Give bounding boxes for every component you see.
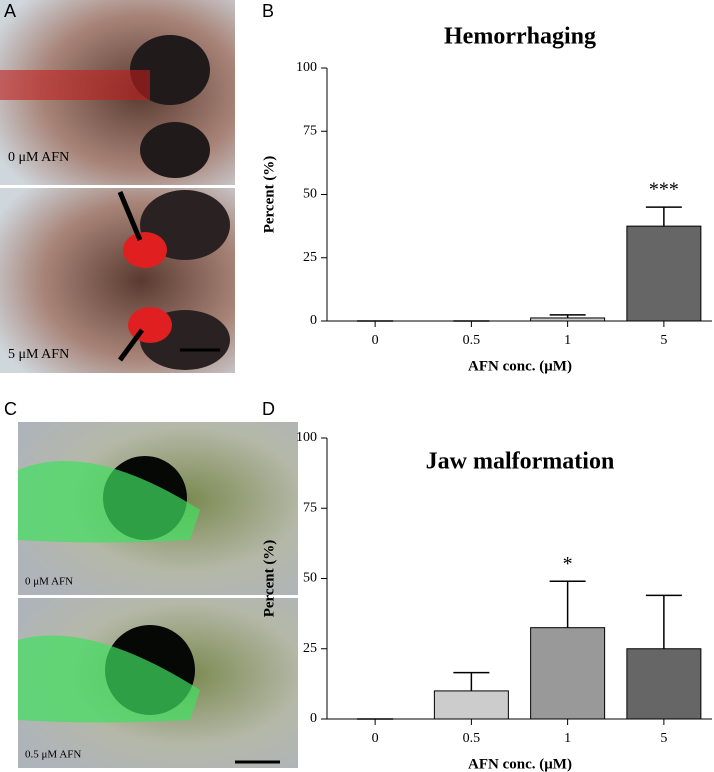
x-tick-label: 5 (660, 333, 667, 348)
y-tick-label: 25 (303, 641, 317, 656)
y-tick-label: 0 (310, 711, 317, 726)
bar (626, 225, 702, 322)
image-label: 0 μM AFN (8, 150, 69, 165)
significance-label: * (563, 553, 573, 575)
panel-label: D (262, 399, 275, 419)
x-axis-label: AFN conc. (μM) (468, 358, 572, 374)
x-tick-label: 1 (564, 731, 571, 746)
significance-label: *** (649, 179, 679, 201)
x-tick-label: 0.5 (463, 731, 481, 746)
chart-title: Hemorrhaging (444, 24, 596, 50)
bar (530, 627, 606, 720)
x-tick-label: 0 (372, 333, 379, 348)
panel-label: B (262, 1, 274, 21)
y-axis-label: Percent (%) (261, 156, 277, 234)
image-label: 0.5 μM AFN (25, 749, 81, 761)
bar (530, 317, 606, 322)
image-label: 5 μM AFN (8, 347, 69, 362)
x-tick-label: 0 (372, 731, 379, 746)
y-tick-label: 100 (296, 60, 317, 75)
bar (626, 648, 702, 720)
panel-label: A (4, 1, 16, 21)
image-label: 0 μM AFN (25, 576, 73, 588)
y-tick-label: 25 (303, 250, 317, 265)
panel-c-images (18, 422, 298, 768)
y-tick-label: 100 (296, 430, 317, 445)
panel-a-images (0, 0, 235, 373)
y-tick-label: 50 (303, 187, 317, 202)
x-tick-label: 0.5 (463, 333, 481, 348)
bar (433, 690, 509, 720)
chart-title: Jaw malformation (426, 449, 615, 475)
x-tick-label: 5 (660, 731, 667, 746)
y-tick-label: 75 (303, 123, 317, 138)
panel-label: C (4, 399, 17, 419)
x-tick-label: 1 (564, 333, 571, 348)
y-tick-label: 75 (303, 500, 317, 515)
y-tick-label: 0 (310, 313, 317, 328)
x-axis-label: AFN conc. (μM) (468, 756, 572, 772)
y-tick-label: 50 (303, 571, 317, 586)
y-axis-label: Percent (%) (261, 540, 277, 618)
